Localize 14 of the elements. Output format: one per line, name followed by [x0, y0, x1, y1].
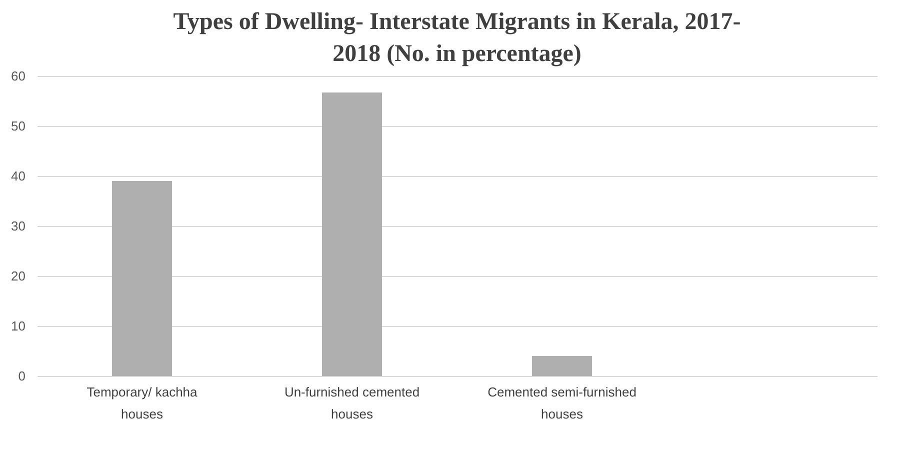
y-tick-label: 60	[11, 68, 26, 84]
x-tick-label: Temporary/ kachha houses	[86, 384, 198, 422]
y-tick-label: 0	[18, 368, 26, 384]
bar	[322, 92, 382, 376]
chart-title: Types of Dwelling- Interstate Migrants in Kerala, 2017-2018 (No. in percentage)	[173, 9, 741, 67]
y-tick-label: 30	[11, 218, 26, 234]
bar	[532, 356, 592, 376]
bar	[112, 181, 172, 376]
y-tick-label: 50	[11, 118, 26, 134]
y-tick-label: 20	[11, 268, 26, 284]
y-tick-label: 40	[11, 168, 26, 184]
y-tick-label: 10	[11, 318, 26, 334]
x-tick-label: Un-furnished cemented houses	[284, 384, 420, 422]
x-tick-label: Cemented semi-furnished houses	[488, 384, 636, 422]
